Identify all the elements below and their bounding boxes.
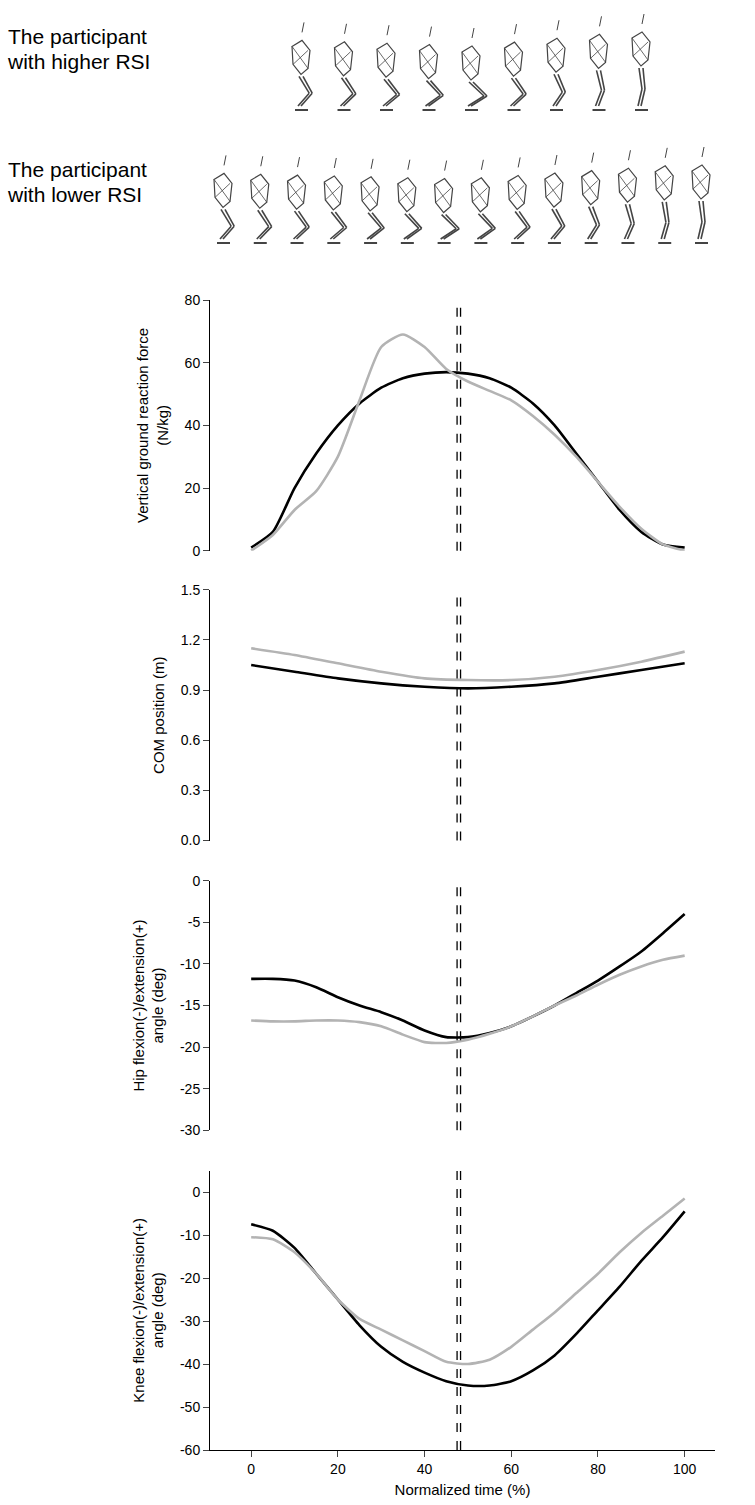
svg-text:40: 40 xyxy=(185,417,201,433)
svg-text:20: 20 xyxy=(185,480,201,496)
svg-text:1.5: 1.5 xyxy=(181,582,201,598)
svg-text:1.2: 1.2 xyxy=(181,632,201,648)
svg-text:-20: -20 xyxy=(180,1039,200,1055)
svg-text:0: 0 xyxy=(192,543,200,559)
html-text:The participant with higher RS: The participant with higher RSI xyxy=(8,25,151,73)
svg-text:0: 0 xyxy=(192,1184,200,1200)
svg-text:100: 100 xyxy=(673,1461,697,1477)
html-text:The participant with lower RSI: The participant with lower RSI xyxy=(8,158,147,206)
svg-text:-10: -10 xyxy=(180,1227,200,1243)
svg-text:-5: -5 xyxy=(188,914,201,930)
svg-text:Hip flexion(-)/extension(+)ang: Hip flexion(-)/extension(+)angle (deg) xyxy=(130,919,167,1091)
svg-text:-10: -10 xyxy=(180,956,200,972)
svg-text:-20: -20 xyxy=(180,1270,200,1286)
svg-text:60: 60 xyxy=(185,355,201,371)
svg-text:0: 0 xyxy=(192,873,200,889)
svg-text:-30: -30 xyxy=(180,1313,200,1329)
svg-text:40: 40 xyxy=(417,1461,433,1477)
svg-text:-25: -25 xyxy=(180,1081,200,1097)
svg-text:80: 80 xyxy=(590,1461,606,1477)
svg-text:20: 20 xyxy=(330,1461,346,1477)
svg-text:60: 60 xyxy=(503,1461,519,1477)
svg-text:80: 80 xyxy=(185,292,201,308)
svg-text:-40: -40 xyxy=(180,1356,200,1372)
svg-text:0.0: 0.0 xyxy=(181,832,201,848)
svg-text:-30: -30 xyxy=(180,1122,200,1138)
svg-text:0.3: 0.3 xyxy=(181,782,201,798)
svg-text:Knee flexion(-)/extension(+)an: Knee flexion(-)/extension(+)angle (deg) xyxy=(130,1218,167,1403)
svg-text:-15: -15 xyxy=(180,997,200,1013)
svg-text:-60: -60 xyxy=(180,1442,200,1458)
svg-text:Normalized time (%): Normalized time (%) xyxy=(395,1481,531,1498)
svg-text:COM position (m): COM position (m) xyxy=(150,656,167,774)
svg-text:Vertical ground reaction force: Vertical ground reaction force(N/kg) xyxy=(134,328,171,523)
svg-text:0.6: 0.6 xyxy=(181,732,201,748)
svg-text:0.9: 0.9 xyxy=(181,682,201,698)
svg-text:0: 0 xyxy=(247,1461,255,1477)
svg-text:-50: -50 xyxy=(180,1399,200,1415)
